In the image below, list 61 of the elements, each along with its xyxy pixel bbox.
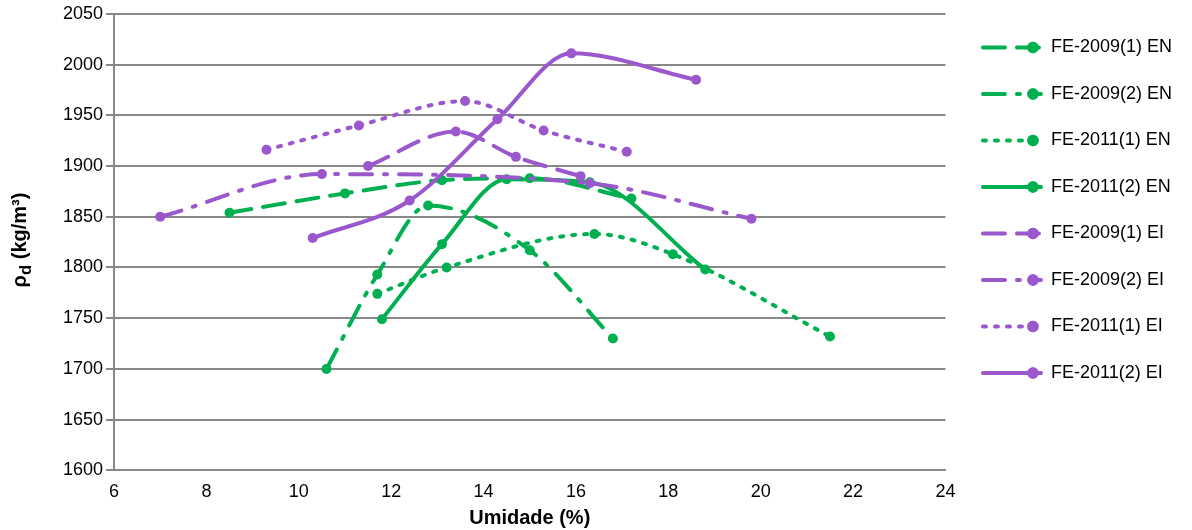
y-tick-label: 1800	[63, 256, 104, 277]
x-tick-label: 12	[381, 481, 402, 502]
point	[450, 126, 461, 137]
y-tick-label: 1600	[63, 459, 104, 480]
x-tick-label: 8	[201, 481, 212, 502]
point	[321, 363, 332, 374]
point	[538, 125, 549, 136]
x-tick-label: 22	[843, 481, 864, 502]
y-tick-label: 1900	[63, 154, 104, 175]
x-tick-label: 20	[750, 481, 771, 502]
point	[307, 233, 318, 244]
point	[700, 264, 711, 275]
x-tick-label: 6	[109, 481, 120, 502]
point	[691, 74, 702, 85]
legend-label: FE-2011(2) EN	[1050, 175, 1171, 196]
x-tick-label: 10	[288, 481, 309, 502]
x-axis-title: Umidade (%)	[469, 505, 591, 528]
point	[575, 171, 586, 182]
point	[224, 207, 235, 218]
legend-label: FE-2009(2) EN	[1050, 82, 1172, 103]
legend-label: FE-2011(2) EI	[1050, 361, 1163, 382]
legend-label: FE-2011(1) EN	[1050, 129, 1171, 150]
point	[589, 228, 600, 239]
point	[363, 161, 374, 171]
x-tick-label: 18	[658, 481, 679, 502]
point	[667, 249, 678, 260]
point	[316, 169, 327, 180]
point	[492, 114, 503, 125]
legend-label: FE-2009(2) EI	[1050, 268, 1164, 289]
point	[441, 262, 452, 273]
legend-label: FE-2011(1) EI	[1050, 315, 1163, 336]
y-tick-label: 1950	[63, 104, 104, 125]
legend-label: FE-2009(1) EN	[1050, 36, 1172, 57]
point	[261, 144, 272, 155]
point	[566, 48, 577, 59]
y-tick-label: 2050	[63, 2, 104, 23]
x-tick-label: 24	[935, 481, 956, 502]
point	[423, 200, 434, 211]
y-tick-label: 1700	[63, 357, 104, 378]
point	[339, 188, 350, 199]
x-tick-label: 14	[473, 481, 494, 502]
point	[372, 288, 383, 299]
point	[372, 269, 383, 280]
y-tick-label: 1750	[63, 307, 104, 328]
point	[460, 96, 471, 107]
point	[155, 211, 166, 222]
point	[746, 213, 757, 224]
y-tick-label: 1650	[63, 408, 104, 429]
legend-label: FE-2009(1) EI	[1050, 222, 1164, 243]
y-tick-label: 1850	[63, 205, 104, 226]
point	[404, 195, 415, 206]
point	[621, 146, 632, 157]
point	[824, 331, 835, 342]
point	[353, 120, 364, 131]
point	[524, 245, 535, 256]
point	[376, 314, 387, 325]
point	[436, 239, 447, 250]
point	[510, 151, 521, 162]
x-tick-label: 16	[565, 481, 586, 502]
y-tick-label: 2000	[63, 53, 104, 74]
point	[607, 333, 618, 344]
